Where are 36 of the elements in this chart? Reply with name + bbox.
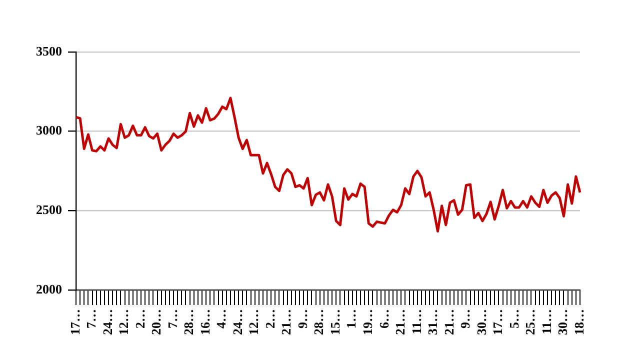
x-tick-label: 9…: [294, 309, 310, 328]
x-tick-label: 6…: [376, 309, 392, 328]
x-tick-label: 30…: [474, 309, 489, 335]
x-tick-label: 7…: [164, 309, 180, 328]
x-tick-label: 18…: [571, 309, 586, 335]
x-tick-label: 11…: [408, 309, 424, 334]
x-tick-label: 24…: [100, 309, 115, 335]
x-tick-label: 12…: [246, 309, 262, 335]
y-tick-label: 3500: [36, 43, 62, 58]
y-tick-label: 3000: [36, 122, 62, 138]
x-tick-label: 1…: [344, 309, 359, 328]
x-tick-label: 21…: [392, 309, 408, 335]
x-tick-label: 19…: [360, 309, 376, 335]
x-tick-label: 2…: [262, 309, 278, 328]
x-tick-label: 28…: [181, 309, 196, 335]
y-tick-label: 2500: [36, 202, 62, 218]
x-tick-label: 9…: [458, 309, 473, 328]
x-tick-label: 16…: [197, 309, 212, 335]
x-tick-label: 17…: [490, 309, 506, 335]
x-tick-label: 2…: [132, 309, 148, 328]
x-tick-label: 5…: [506, 309, 522, 328]
x-tick-label: 7…: [84, 309, 99, 328]
x-tick-label: 28…: [311, 309, 326, 335]
x-tick-label: 4…: [214, 309, 229, 328]
x-tick-label: 25…: [522, 309, 538, 335]
x-tick-label: 20…: [148, 309, 164, 335]
x-tick-label: 21…: [278, 309, 294, 335]
x-tick-label: 11…: [538, 309, 554, 334]
y-tick-label: 2000: [36, 281, 62, 296]
x-tick-label: 21…: [441, 309, 456, 335]
x-tick-label: 12…: [116, 309, 132, 335]
x-tick-label: 31…: [425, 309, 440, 335]
x-tick-label: 17…: [67, 309, 82, 335]
x-tick-label: 30…: [555, 309, 570, 335]
x-tick-label: 15…: [327, 309, 342, 335]
x-tick-label: 24…: [230, 309, 245, 335]
